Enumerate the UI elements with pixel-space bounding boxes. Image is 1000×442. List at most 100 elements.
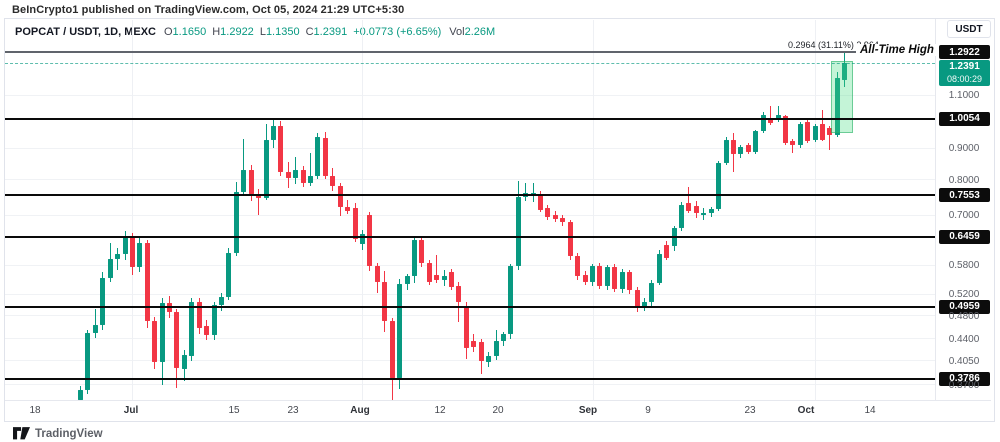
price-axis-tick: 0.4050 (948, 355, 980, 367)
candle-body (196, 302, 202, 329)
candle-body (612, 267, 618, 290)
horizontal-gridline (5, 94, 935, 96)
candle-body (404, 276, 410, 285)
candle-wick (777, 105, 779, 123)
candle-body (664, 244, 670, 258)
change-value: +0.0773 (+6.65%) (353, 26, 442, 38)
measure-tool-box (831, 61, 853, 134)
ohlc-pair: L1.1350 (259, 26, 300, 38)
candle-body (463, 306, 469, 348)
candle-wick (525, 183, 527, 202)
candle-body (78, 389, 84, 400)
candle-body (701, 212, 707, 216)
price-axis-tick: 0.7000 (948, 210, 980, 222)
candle-body (597, 266, 603, 286)
candle-body (300, 169, 306, 184)
candle-body (174, 311, 180, 369)
candle-body (434, 274, 440, 281)
current-price-line (5, 63, 935, 65)
time-axis-tick: 15 (228, 405, 240, 416)
candle-body (219, 296, 224, 306)
time-axis-tick: 12 (434, 405, 446, 416)
candle-body (456, 285, 462, 303)
horizontal-gridline (5, 264, 935, 266)
price-axis-tick: 0.5800 (948, 260, 980, 272)
candle-body (389, 321, 395, 378)
candle-body (85, 333, 91, 390)
horizontal-gridline (5, 360, 935, 362)
horizontal-gridline (5, 315, 935, 317)
candle-body (241, 169, 247, 193)
price-level-label: 1.0054 (939, 111, 990, 126)
candle-body (308, 175, 314, 184)
time-axis-tick: 9 (645, 405, 651, 416)
symbol-legend[interactable]: POPCAT / USDT, 1D, MEXC O1.1650 H1.2922 L1.… (15, 26, 501, 38)
candle-body (641, 302, 647, 308)
candle-body (820, 124, 826, 140)
price-axis-tick: 0.4800 (948, 310, 980, 322)
candle-body (263, 139, 269, 198)
bar-countdown: 08:00:29 (946, 73, 983, 84)
symbol-title: POPCAT / USDT, 1D, MEXC (15, 26, 156, 38)
candle-body (352, 207, 358, 240)
candle-body (782, 116, 788, 143)
candle-body (649, 282, 655, 303)
candle-body (315, 136, 321, 176)
candle-body (478, 341, 484, 361)
candle-body (359, 234, 365, 245)
ohlc-pair: H1.2922 (212, 26, 254, 38)
candle-body (604, 267, 610, 286)
time-axis-tick: 23 (744, 405, 756, 416)
candle-body (567, 222, 573, 257)
candle-body (842, 63, 848, 80)
price-level-label: 0.7553 (939, 188, 990, 202)
tradingview-attribution-link[interactable]: TradingView (13, 427, 103, 440)
support-resistance-line (5, 117, 935, 120)
measure-tool-label: 0.2964 (31.11%) 2,964 (788, 40, 879, 51)
candle-body (397, 284, 403, 378)
candle-wick (94, 309, 96, 338)
candle-body (508, 266, 514, 334)
price-level-label: 0.3786 (939, 371, 990, 386)
candle-body (693, 205, 699, 214)
candle-body (211, 305, 217, 336)
tradingview-brand-text: TradingView (35, 427, 103, 440)
candle-wick (458, 282, 460, 323)
candle-wick (117, 248, 119, 270)
candle-body (144, 243, 150, 322)
horizontal-gridline (5, 338, 935, 340)
all-time-high-line (5, 51, 935, 54)
candle-body (790, 141, 796, 146)
candle-body (500, 333, 506, 341)
month-gridline (815, 20, 817, 400)
candle-body (768, 117, 774, 124)
price-axis-tick: 0.5200 (948, 289, 980, 301)
current-price-value: 1.2391 (949, 61, 980, 73)
month-gridline (132, 20, 134, 400)
candle-body (552, 215, 558, 220)
candle-body (812, 125, 818, 140)
candle-body (248, 169, 254, 195)
candle-wick (258, 189, 260, 216)
price-scale-currency-button[interactable]: USDT (947, 20, 991, 38)
candle-wick (829, 126, 831, 150)
candle-body (411, 239, 417, 277)
time-axis-tick: 14 (864, 405, 876, 416)
candle-body (419, 239, 425, 263)
time-axis-tick: 20 (492, 405, 504, 416)
horizontal-gridline (5, 179, 935, 181)
candle-body (730, 139, 736, 155)
tradingview-logo-icon (13, 427, 30, 440)
candle-body (449, 272, 455, 287)
candle-body (374, 266, 380, 282)
chart-widget-frame (4, 18, 995, 422)
candle-body (293, 169, 299, 179)
candle-body (152, 321, 158, 363)
candle-body (345, 206, 351, 211)
candle-body (137, 243, 143, 268)
candle-body (582, 274, 588, 282)
price-axis-tick: 0.4400 (948, 333, 980, 345)
price-level-label: 0.6459 (939, 229, 990, 244)
